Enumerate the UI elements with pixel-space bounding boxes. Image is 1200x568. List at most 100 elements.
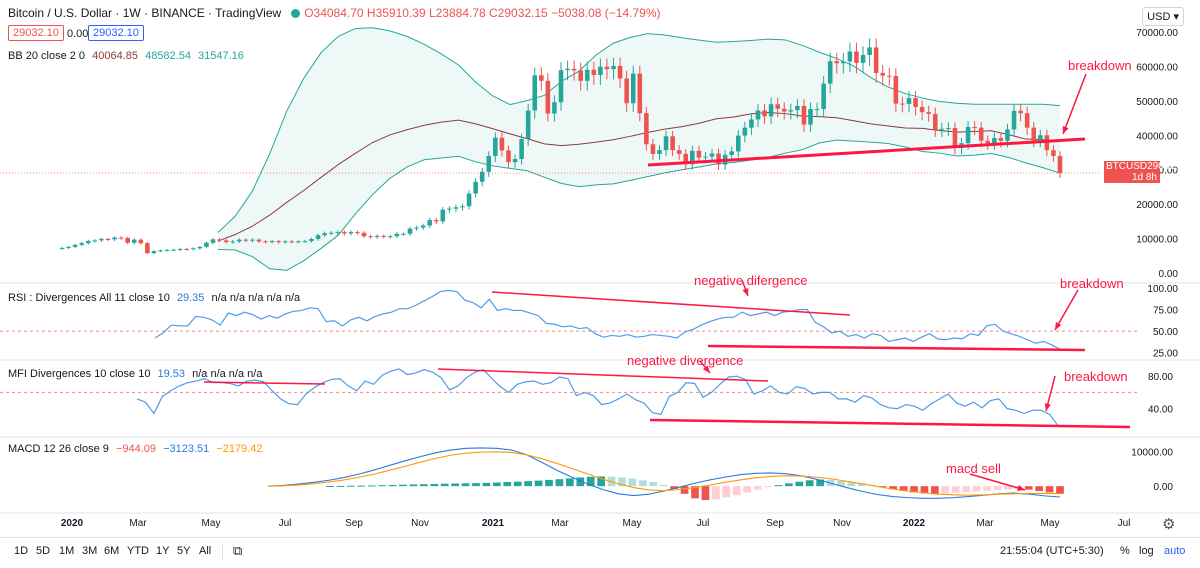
candle-body [315, 235, 321, 239]
time-axis-label: Nov [833, 518, 851, 529]
bb-fill [218, 27, 1060, 271]
candle [801, 99, 807, 133]
candle [952, 122, 958, 155]
candle [118, 236, 124, 240]
candle [348, 230, 354, 236]
timeframe-5y[interactable]: 5Y [177, 545, 191, 557]
candle [473, 178, 478, 198]
candle-body [1018, 110, 1023, 114]
candle-body [781, 108, 787, 112]
candle-body [801, 105, 807, 125]
candle [158, 249, 163, 253]
candle-body [269, 241, 275, 243]
candle [827, 52, 833, 94]
candle-body [112, 237, 117, 240]
macd-hist-bar [722, 486, 731, 498]
candle [571, 60, 577, 81]
macd-hist-bar [451, 483, 459, 487]
toolbar-divider [222, 544, 223, 560]
candle [768, 97, 774, 125]
candle [177, 248, 183, 251]
macd-hist-bar [785, 483, 793, 487]
macd-hist-bar [753, 486, 762, 490]
candle [584, 61, 590, 91]
candle-body [887, 75, 892, 77]
candle-body [854, 51, 859, 63]
timeframe-3m[interactable]: 3M [82, 545, 98, 557]
time-axis-label: May [1041, 518, 1060, 529]
candle-body [841, 61, 846, 64]
percent-toggle[interactable]: % [1120, 545, 1130, 557]
macd-hist-bar [472, 483, 480, 487]
symbol-title[interactable]: Bitcoin / U.S. Dollar · 1W · BINANCE · T… [8, 6, 282, 20]
candle [315, 233, 321, 241]
candle-body [512, 159, 518, 163]
arrow-breakdown-rsi [1054, 289, 1079, 331]
chart-canvas[interactable]: 70000.0060000.0050000.0040000.0030000.00… [0, 0, 1200, 537]
mfi-axis-label: 40.00 [1148, 405, 1173, 416]
timeframe-5d[interactable]: 5D [36, 545, 51, 557]
candle-body [59, 247, 65, 249]
macd-hist-bar [993, 486, 1002, 490]
candle [729, 146, 734, 161]
timeframe-all[interactable]: All [199, 545, 212, 557]
candle-body [900, 103, 905, 105]
rsi-legend[interactable]: RSI : Divergences All 11 close 10 29.35 … [8, 292, 304, 304]
time-axis-label: Jul [1118, 518, 1131, 529]
candle-body [79, 243, 84, 245]
signal-line [267, 451, 1061, 496]
mfi-legend[interactable]: MFI Divergences 10 close 10 19.53 n/a n/… [8, 368, 266, 380]
candle [453, 204, 459, 212]
arrow-macd-sell [969, 473, 1026, 491]
macd-hist-value: −944.09 [115, 443, 157, 455]
candle [834, 52, 840, 74]
timeframe-1y[interactable]: 1Y [156, 545, 170, 557]
candle-body [342, 232, 347, 234]
candle [388, 234, 393, 239]
candle-body [401, 233, 406, 235]
buy-button[interactable]: 29032.10 [88, 25, 144, 41]
candle [939, 122, 945, 137]
candle-body [289, 241, 295, 243]
timeframe-1m[interactable]: 1M [59, 545, 75, 557]
auto-toggle[interactable]: auto [1164, 545, 1186, 557]
candle-body [604, 66, 610, 70]
candle [762, 103, 767, 125]
macd-hist-bar [336, 485, 345, 487]
candle-body [381, 235, 387, 237]
candle-body [250, 239, 255, 241]
candle-body [972, 127, 977, 128]
macd-hist-bar [951, 486, 960, 493]
arrow-macd-sell-head [1017, 484, 1025, 491]
clock-time[interactable]: 21:55:04 (UTC+5:30) [1000, 545, 1104, 557]
candle [906, 91, 912, 113]
bb-legend[interactable]: BB 20 close 2 0 40064.85 48582.54 31547.… [8, 50, 248, 62]
candle [309, 237, 314, 243]
candle [440, 207, 446, 225]
currency-select[interactable]: USD ▾ [1142, 7, 1184, 26]
candle-body [1031, 127, 1037, 141]
candle [191, 247, 196, 251]
candle [637, 65, 643, 122]
candle-body [66, 246, 71, 248]
sell-button[interactable]: 29032.10 [8, 25, 64, 41]
timeframe-6m[interactable]: 6M [104, 545, 120, 557]
date-range-icon[interactable]: ⧉ [233, 543, 243, 558]
mfi-divergence-line-1 [203, 381, 326, 385]
timeframe-ytd[interactable]: YTD [127, 545, 149, 557]
macd-hist-bar [628, 478, 637, 487]
candle [427, 217, 432, 228]
macd-label: MACD 12 26 close 9 [8, 443, 109, 455]
candle [985, 135, 991, 150]
macd-legend[interactable]: MACD 12 26 close 9 −944.09 −3123.51 −217… [8, 443, 267, 455]
candle-body [939, 128, 945, 130]
gear-icon[interactable]: ⚙ [1162, 516, 1176, 533]
timeframe-1d[interactable]: 1D [14, 545, 29, 557]
candle-body [125, 237, 130, 243]
candle [873, 38, 879, 83]
macd-hist-bar [586, 476, 595, 487]
time-axis-label: Jul [279, 518, 292, 529]
mfi-divergence-line-2 [437, 368, 769, 382]
macd-hist-bar [503, 481, 512, 487]
log-toggle[interactable]: log [1139, 545, 1154, 557]
